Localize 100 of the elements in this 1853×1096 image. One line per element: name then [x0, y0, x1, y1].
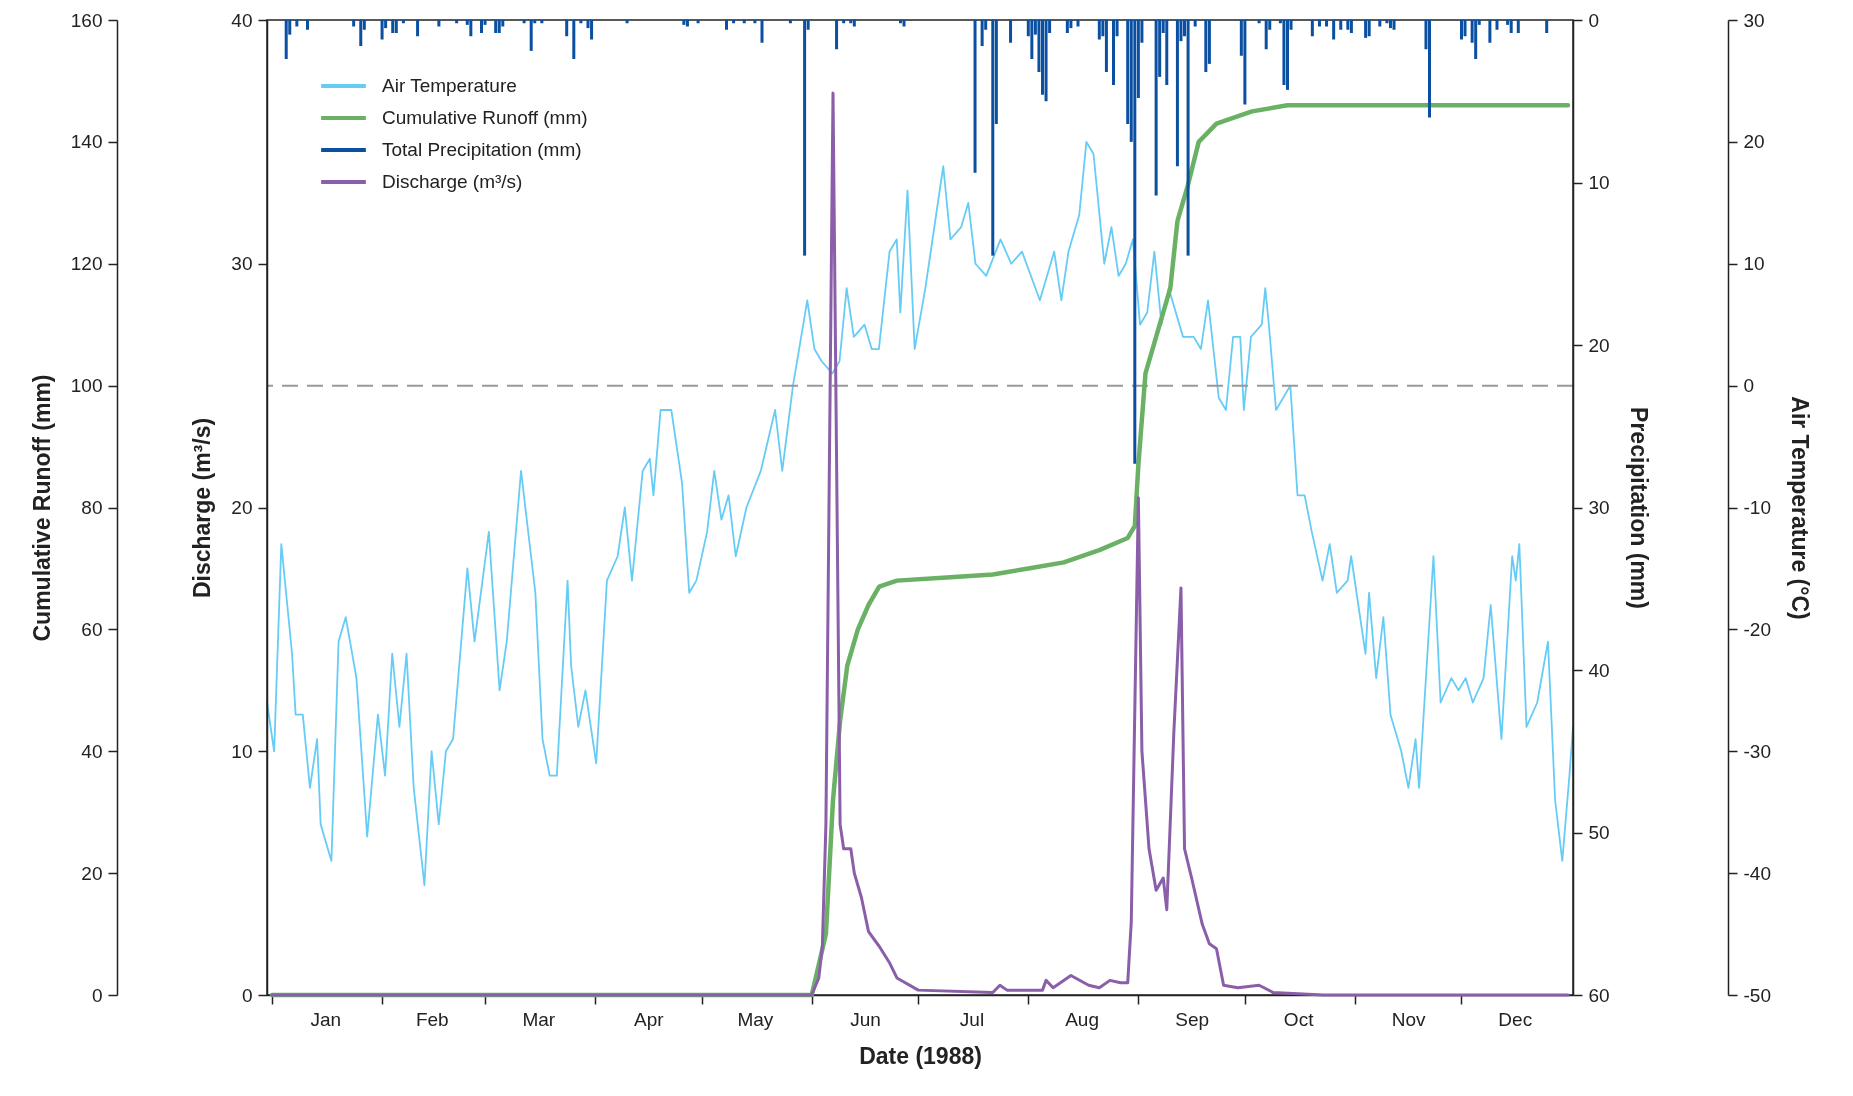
bar	[991, 20, 995, 256]
bar	[1325, 20, 1329, 27]
x-axis-title: Date (1988)	[859, 1042, 982, 1069]
y3-tick-label: 60	[81, 618, 103, 640]
y2-tick-label: 0	[1588, 9, 1600, 31]
bar	[1044, 20, 1048, 102]
y-tick-label: -50	[1743, 984, 1771, 1006]
bar	[1346, 20, 1350, 30]
bar	[455, 20, 459, 24]
bar	[590, 20, 594, 40]
bar	[579, 20, 583, 24]
y2-tick-label: 30	[1588, 497, 1610, 518]
x-tick-label: Sep	[1175, 1008, 1210, 1030]
bar	[529, 20, 533, 51]
bar	[1385, 20, 1389, 24]
bar	[696, 20, 700, 24]
y2-tick-label: 60	[1588, 984, 1610, 1006]
bar	[1378, 20, 1382, 27]
bar	[682, 20, 686, 25]
x-tick-label: Aug	[1065, 1008, 1099, 1030]
bar	[469, 20, 473, 37]
bar	[416, 20, 420, 37]
y-tick-label: 30	[1743, 9, 1765, 31]
x-tick-label: Jun	[850, 1008, 881, 1030]
x-tick-label: Jul	[959, 1008, 985, 1030]
bar	[973, 20, 977, 173]
y-tick-label: 10	[231, 740, 253, 762]
bar	[1264, 20, 1268, 50]
bar	[835, 20, 839, 50]
bar	[1193, 20, 1197, 27]
bar	[1392, 20, 1396, 30]
x-tick-label: Jan	[310, 1008, 342, 1030]
bar	[1154, 20, 1158, 196]
bar	[980, 20, 984, 46]
bar	[1069, 20, 1073, 29]
bar	[1286, 20, 1289, 90]
y3-tick-label: 40	[81, 740, 103, 762]
bar	[760, 20, 764, 43]
legend-label: Cumulative Runoff (mm)	[382, 107, 588, 128]
bar	[902, 20, 906, 27]
bar	[394, 20, 398, 33]
bar	[1065, 20, 1069, 33]
bar	[1009, 20, 1013, 43]
y-tick-label: 20	[1743, 131, 1765, 153]
bar	[849, 20, 853, 24]
y-tick-label: 30	[231, 253, 253, 275]
bar	[1545, 20, 1549, 33]
bar	[852, 20, 856, 27]
bar	[753, 20, 757, 24]
bar	[1339, 20, 1343, 30]
y-tick-label: 0	[241, 984, 253, 1006]
bar	[1097, 20, 1101, 40]
bar	[494, 20, 498, 33]
bar	[1388, 20, 1392, 29]
legend-label: Total Precipitation (mm)	[382, 139, 582, 160]
bar	[1030, 20, 1034, 59]
bar	[352, 20, 356, 27]
bar	[1488, 20, 1492, 43]
bar	[540, 20, 544, 24]
bar	[1310, 20, 1314, 37]
bar	[1076, 20, 1080, 27]
bar	[1257, 20, 1261, 24]
bar	[1112, 20, 1116, 85]
bar	[380, 20, 384, 40]
y3-tick-label: 80	[81, 497, 103, 518]
bar	[479, 20, 483, 33]
y-tick-label: -40	[1743, 862, 1771, 884]
bar	[1509, 20, 1513, 33]
bar	[1332, 20, 1336, 40]
bar	[1474, 20, 1478, 59]
bar	[565, 20, 569, 37]
bar	[803, 20, 807, 256]
x-tick-label: Apr	[634, 1008, 665, 1030]
y3-tick-label: 100	[70, 375, 103, 397]
bar	[1495, 20, 1499, 30]
x-tick-label: Nov	[1391, 1008, 1427, 1030]
bar	[732, 20, 736, 24]
y3-tick-label: 120	[70, 253, 103, 275]
bar	[295, 20, 299, 27]
bar	[359, 20, 363, 46]
y3-tick-label: 20	[81, 862, 103, 884]
x-tick-label: Feb	[415, 1008, 449, 1030]
bar	[497, 20, 501, 33]
bar	[1516, 20, 1520, 33]
x-tick-label: Oct	[1283, 1008, 1315, 1030]
y3-tick-label: 0	[91, 984, 103, 1006]
bar	[1428, 20, 1432, 118]
y-tick-label: -30	[1743, 740, 1771, 762]
y2-tick-label: 50	[1588, 822, 1610, 843]
bar	[284, 20, 288, 59]
bar	[1349, 20, 1353, 33]
bar	[1204, 20, 1208, 72]
y3-tick-label: 160	[70, 9, 103, 31]
bar	[842, 20, 846, 24]
bar	[391, 20, 395, 33]
line-series	[266, 140, 1574, 887]
legend-label: Air Temperature	[382, 75, 517, 96]
bar	[437, 20, 441, 27]
bar	[1133, 20, 1137, 464]
bar	[522, 20, 526, 24]
